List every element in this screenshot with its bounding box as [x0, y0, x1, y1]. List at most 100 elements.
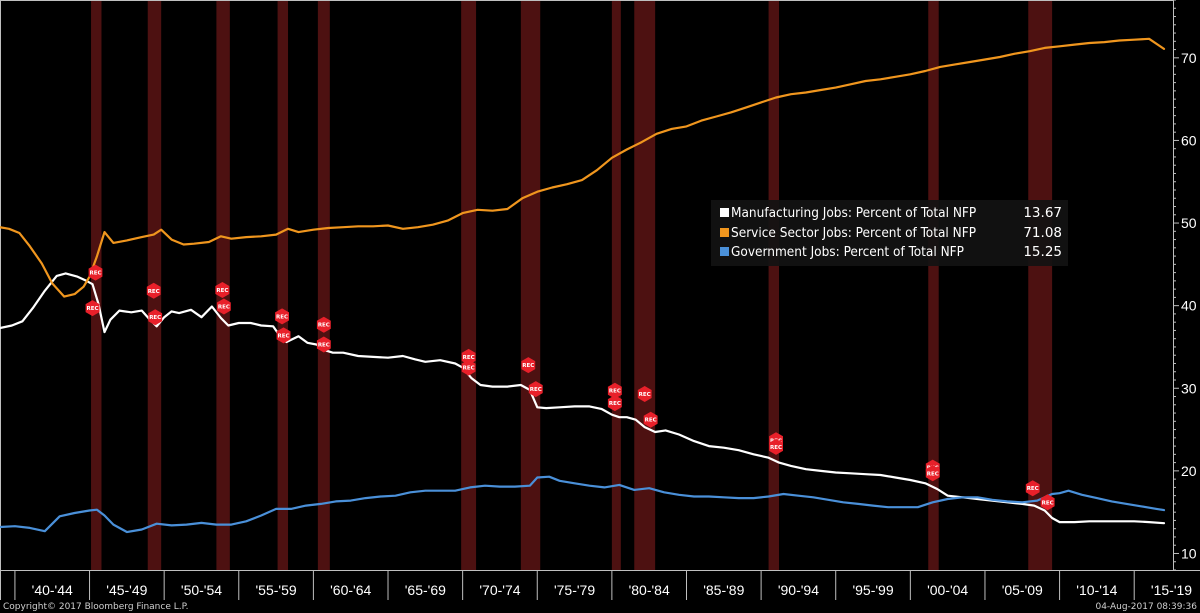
rec-marker-shape	[925, 465, 940, 482]
hexagon-rec-marker-icon: REC	[216, 298, 231, 315]
square-swatch-icon	[720, 208, 729, 217]
hexagon-rec-marker-icon: REC	[461, 348, 476, 365]
hexagon-rec-marker-icon: REC	[276, 327, 291, 344]
hexagon-rec-marker-icon: REC	[85, 300, 100, 317]
rec-marker-shape	[461, 359, 476, 376]
x-axis-ticks: '40-'44 '45-'49 '50-'54 '55-'59 '60-'64 '65-'…	[14, 570, 1192, 600]
recession-band	[317, 0, 330, 570]
hexagon-rec-marker-icon: REC	[215, 282, 230, 298]
x-tick-label: '65-'69	[405, 582, 446, 598]
rec-marker-shape	[148, 309, 163, 326]
hexagon-rec-marker-icon: REC	[528, 381, 543, 398]
recession-band	[520, 0, 541, 570]
recession-band	[91, 0, 102, 570]
rec-marker-shape	[1040, 494, 1055, 511]
rec-marker-shape	[276, 327, 291, 344]
y-tick-label: 60	[1181, 132, 1197, 148]
x-tick-label: '75-'79	[554, 582, 595, 598]
recession-band	[461, 0, 477, 570]
axes: 10 20 30 40 50 60 70 '40-'44 '45-'49 '50-'54 '55-…	[0, 0, 1200, 600]
x-tick-label: '45-'49	[106, 582, 147, 598]
rec-marker-shape	[146, 282, 161, 299]
rec-marker-shape	[88, 264, 103, 281]
hexagon-rec-marker-icon: REC	[148, 309, 163, 326]
hexagon-rec-marker-icon: REC	[316, 316, 331, 333]
hexagon-rec-marker-icon: REC	[316, 336, 331, 353]
rec-marker-label: REC	[218, 304, 230, 310]
x-tick-label: '05-'09	[1002, 582, 1043, 598]
rec-marker-label: REC	[927, 471, 939, 477]
x-tick-label: '00-'04	[927, 582, 968, 598]
rec-marker-label: REC	[278, 333, 290, 339]
rec-marker-label: REC	[463, 366, 475, 372]
rec-marker-shape	[607, 382, 622, 399]
rec-marker-shape	[637, 386, 652, 402]
square-swatch-icon	[720, 227, 729, 237]
hexagon-rec-marker-icon: REC	[521, 357, 536, 374]
rec-marker-shape	[461, 348, 476, 365]
rec-marker-shape	[643, 411, 658, 428]
y-tick-label: 40	[1181, 298, 1197, 314]
y-tick-label: 20	[1181, 463, 1197, 479]
rec-marker-label: REC	[1042, 500, 1054, 506]
hexagon-rec-marker-icon: REC	[1025, 480, 1040, 497]
rec-marker-shape	[316, 316, 331, 333]
y-tick-label: 10	[1181, 545, 1197, 561]
x-tick-label: '70-'74	[479, 582, 520, 598]
rec-marker-shape	[316, 336, 331, 353]
y-major-ticks: 10 20 30 40 50 60 70	[1173, 50, 1197, 561]
rec-marker-label: REC	[148, 289, 160, 295]
recession-bands	[91, 0, 1053, 570]
legend-label: Service Sector Jobs: Percent of Total NF…	[731, 224, 977, 241]
rec-marker-label: REC	[645, 418, 657, 424]
hexagon-rec-marker-icon: REC	[643, 411, 658, 428]
hexagon-rec-marker-icon: REC	[1040, 494, 1055, 511]
legend-label: Manufacturing Jobs: Percent of Total NFP	[731, 205, 977, 221]
x-tick-label: '85-'89	[703, 582, 744, 598]
recession-band	[634, 0, 656, 570]
y-minor-ticks	[1173, 0, 1176, 571]
recession-band	[928, 0, 939, 570]
rec-marker-shape	[275, 308, 289, 325]
legend-label: Government Jobs: Percent of Total NFP	[731, 244, 964, 260]
hexagon-rec-marker-icon: REC	[769, 438, 783, 455]
x-tick-label: '55-'59	[256, 582, 297, 598]
rec-marker-label: REC	[318, 323, 330, 329]
series-lines	[0, 37, 1166, 534]
recession-band	[768, 0, 780, 570]
hexagon-rec-marker-icon: REC	[146, 282, 161, 299]
hexagon-rec-marker-icon: REC	[607, 395, 622, 412]
rec-marker-label: REC	[609, 401, 621, 407]
rec-marker-label: REC	[639, 392, 651, 398]
copyright-text: Copyright© 2017 Bloomberg Finance L.P.	[3, 602, 189, 612]
x-tick-label: '60-'64	[330, 582, 371, 598]
rec-marker-label: REC	[216, 288, 228, 294]
legend-item-service: Service Sector Jobs: Percent of Total NF…	[720, 224, 1062, 244]
legend-item-government: Government Jobs: Percent of Total NFP 15…	[720, 243, 1062, 263]
rec-marker-label: REC	[149, 315, 161, 321]
rec-marker-shape	[216, 298, 231, 315]
rec-marker-label: REC	[522, 363, 534, 369]
rec-marker-label: REC	[609, 389, 621, 395]
square-swatch-icon	[720, 247, 729, 256]
rec-marker-label: REC	[770, 445, 782, 451]
rec-marker-shape	[528, 381, 543, 398]
legend-value: 13.67	[1023, 205, 1062, 221]
hexagon-rec-marker-icon: REC	[637, 386, 652, 402]
rec-marker-label: REC	[530, 387, 542, 393]
x-tick-label: '80-'84	[629, 582, 670, 598]
hexagon-rec-marker-icon: REC	[461, 359, 476, 376]
x-tick-label: '90-'94	[778, 582, 819, 598]
series-line-0	[0, 272, 1166, 525]
legend-item-manufacturing: Manufacturing Jobs: Percent of Total NFP…	[720, 204, 1062, 224]
legend: Manufacturing Jobs: Percent of Total NFP…	[711, 200, 1068, 266]
y-tick-label: 70	[1181, 50, 1197, 66]
rec-marker-label: REC	[463, 355, 475, 361]
x-tick-label: '95-'99	[852, 582, 893, 598]
hexagon-rec-marker-icon: REC	[607, 382, 622, 399]
hexagon-rec-marker-icon: REC	[88, 264, 103, 281]
y-tick-label: 50	[1181, 215, 1197, 231]
series-line-1	[0, 37, 1166, 298]
recession-markers: REC REC REC REC REC REC REC REC REC REC REC REC REC R…	[85, 264, 1055, 511]
